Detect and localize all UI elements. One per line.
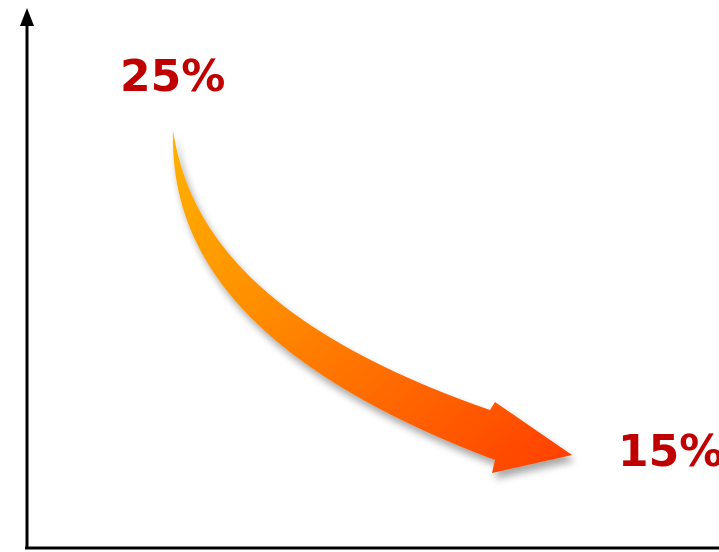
- end-value-label: 15%: [618, 426, 719, 477]
- start-value-label: 25%: [120, 51, 225, 102]
- y-axis-arrowhead: [20, 8, 34, 26]
- trend-arrow: [172, 130, 572, 473]
